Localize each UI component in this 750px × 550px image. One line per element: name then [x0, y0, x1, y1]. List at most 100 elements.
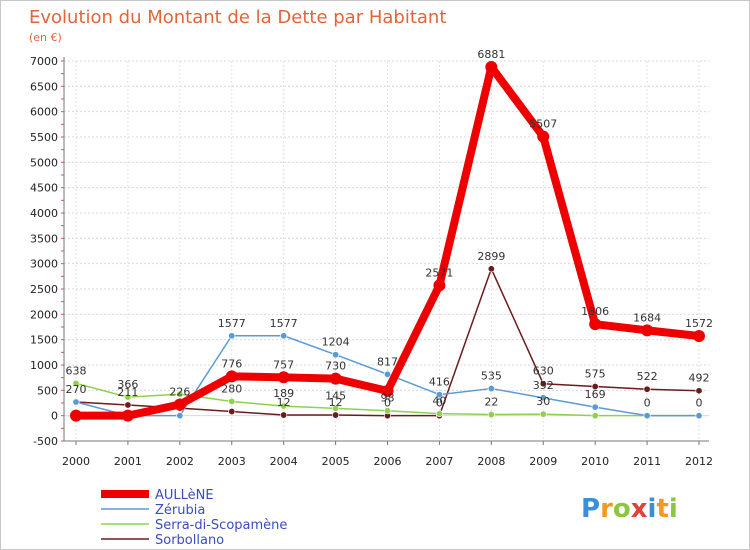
y-tick-label: 6000 — [30, 106, 58, 119]
data-label: 730 — [325, 360, 346, 373]
data-label: 6881 — [477, 48, 505, 61]
logo-letter: i — [648, 494, 657, 524]
data-point — [70, 409, 82, 422]
data-point — [383, 407, 391, 415]
proxiti-logo: Proxiti — [581, 494, 678, 524]
data-point — [485, 61, 498, 74]
data-label: 169 — [585, 388, 606, 401]
data-label: 638 — [66, 364, 87, 377]
data-point — [280, 402, 288, 410]
logo-letter: x — [631, 494, 648, 524]
x-tick-label: 2000 — [62, 455, 90, 468]
data-label: 226 — [169, 386, 190, 399]
data-point — [695, 387, 703, 395]
y-tick-label: 1500 — [30, 334, 58, 347]
data-label: 22 — [484, 396, 498, 409]
y-tick-label: 3000 — [30, 258, 58, 271]
data-label: 416 — [429, 376, 450, 389]
data-label: 535 — [481, 370, 502, 383]
data-point — [591, 383, 599, 391]
data-point — [487, 411, 495, 419]
data-label: 0 — [384, 397, 391, 410]
y-tick-label: 0 — [51, 410, 58, 423]
y-tick-label: 2000 — [30, 308, 58, 321]
data-point — [280, 332, 288, 340]
logo-letter: t — [656, 494, 668, 524]
data-point — [332, 404, 340, 412]
y-tick-label: 4500 — [30, 182, 58, 195]
data-label: 189 — [273, 387, 294, 400]
logo-letter: i — [669, 494, 678, 524]
data-point — [487, 265, 495, 273]
x-tick-label: 2012 — [685, 455, 713, 468]
y-tick-label: 500 — [37, 384, 58, 397]
y-tick-label: 5500 — [30, 131, 58, 144]
data-label: 30 — [536, 395, 550, 408]
data-point — [280, 411, 288, 419]
data-label: 630 — [533, 365, 554, 378]
data-label: 5507 — [529, 118, 557, 131]
x-tick-label: 2007 — [425, 455, 453, 468]
data-label: 1204 — [322, 336, 350, 349]
x-tick-label: 2006 — [374, 455, 402, 468]
data-label: 280 — [221, 382, 242, 395]
grid — [64, 60, 709, 442]
logo-letter: P — [581, 494, 600, 524]
data-label: 12 — [277, 396, 291, 409]
data-point — [121, 409, 134, 422]
data-point — [228, 332, 236, 340]
data-point — [539, 410, 547, 418]
x-tick-label: 2002 — [166, 455, 194, 468]
data-point — [539, 380, 547, 388]
x-tick-label: 2005 — [322, 455, 350, 468]
legend-label: AULLèNE — [155, 488, 214, 503]
y-tick-label: 5000 — [30, 156, 58, 169]
data-point — [225, 370, 238, 383]
x-tick-label: 2010 — [581, 455, 609, 468]
data-point — [487, 385, 495, 393]
data-point — [228, 408, 236, 416]
data-point — [435, 391, 443, 399]
data-point — [72, 398, 80, 406]
data-point — [329, 372, 342, 385]
data-label: 757 — [273, 358, 294, 371]
data-point — [383, 370, 391, 378]
data-label: 1806 — [581, 305, 609, 318]
data-point — [176, 412, 184, 420]
data-label: 145 — [325, 389, 346, 402]
y-tick-label: 1000 — [30, 359, 58, 372]
data-point — [124, 393, 132, 401]
data-point — [539, 394, 547, 402]
data-point — [591, 412, 599, 420]
data-label: 0 — [644, 397, 651, 410]
y-tick-label: 4000 — [30, 207, 58, 220]
x-tick-label: 2004 — [270, 455, 298, 468]
y-tick-label: 6500 — [30, 80, 58, 93]
logo-letter: r — [600, 494, 613, 524]
y-tick-label: 2500 — [30, 283, 58, 296]
data-point — [381, 384, 394, 397]
legend-label: Serra-di-Scopamène — [155, 518, 287, 533]
data-point — [332, 351, 340, 359]
x-tick-label: 2009 — [529, 455, 557, 468]
data-point — [435, 410, 443, 418]
data-point — [693, 330, 705, 343]
data-label: 2899 — [477, 250, 505, 263]
data-point — [277, 371, 290, 384]
data-point — [176, 390, 184, 398]
data-point — [643, 385, 651, 393]
data-label: 12 — [329, 396, 343, 409]
y-tick-label: 7000 — [30, 55, 58, 68]
data-label: 776 — [221, 357, 242, 370]
data-point — [641, 324, 654, 337]
data-labels: 270 211 12 12 0 0 2899 630 575 522 492 638 366 280 189… — [66, 48, 714, 410]
data-label: 1577 — [218, 317, 246, 330]
data-point — [124, 401, 132, 409]
data-label: 1572 — [685, 317, 713, 330]
data-label: 522 — [637, 370, 658, 383]
data-label: 2571 — [425, 266, 453, 279]
data-point — [695, 412, 703, 420]
data-label: 0 — [436, 397, 443, 410]
data-label: 211 — [117, 386, 138, 399]
